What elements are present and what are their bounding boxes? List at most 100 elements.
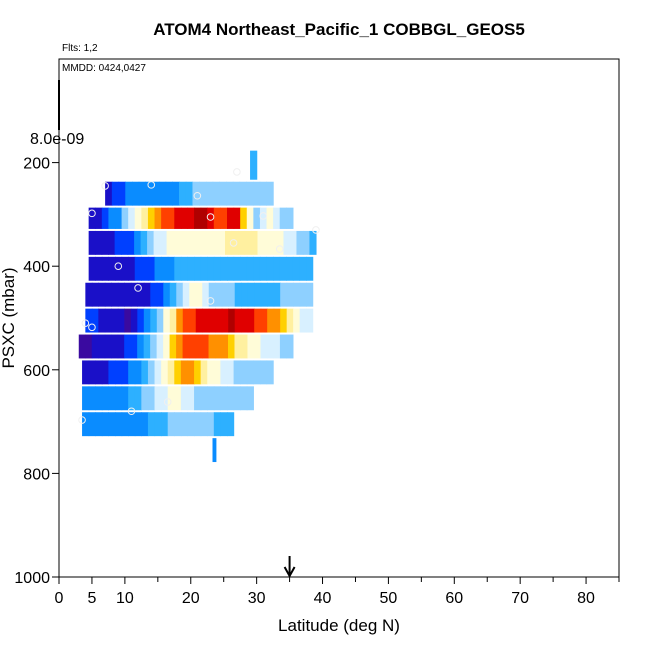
heatmap-cell	[215, 334, 223, 359]
heatmap-cell	[182, 282, 190, 307]
heatmap-cell	[158, 181, 167, 206]
observation-point	[206, 297, 215, 305]
heatmap-cell	[154, 207, 162, 229]
observation-points	[78, 168, 320, 424]
heatmap-cell	[293, 308, 301, 333]
heatmap-cell	[309, 230, 317, 255]
heatmap-cell	[108, 230, 116, 255]
heatmap-cell	[207, 386, 215, 411]
heatmap-cell	[192, 230, 200, 255]
heatmap-cell	[286, 334, 294, 359]
heatmap-cell	[273, 207, 281, 229]
heatmap-cell	[195, 308, 203, 333]
heatmap-cell	[299, 308, 307, 333]
heatmap-cell	[88, 360, 96, 385]
heatmap-cell	[270, 230, 278, 255]
observation-point	[127, 407, 136, 416]
heatmap-cell	[213, 386, 222, 411]
heatmap-cell	[180, 207, 189, 229]
heatmap-cell	[260, 334, 268, 359]
heatmap-cell	[199, 181, 207, 206]
heatmap-cell	[259, 181, 267, 206]
x-axis-label: Latitude (deg N)	[278, 616, 400, 635]
heatmap-cell	[121, 207, 129, 229]
heatmap-cell	[78, 334, 86, 359]
heatmap-cell	[241, 282, 249, 307]
heatmap-cell	[91, 334, 99, 359]
heatmap-cell	[176, 282, 184, 307]
heatmap-cell	[121, 386, 129, 411]
heatmap-cell	[279, 334, 287, 359]
heatmap-cell	[212, 181, 220, 206]
heatmap-cell	[114, 230, 122, 255]
heatmap-cell	[187, 207, 195, 229]
heatmap-cell	[91, 308, 99, 333]
heatmap-cell	[143, 308, 151, 333]
heatmap-cell	[128, 386, 136, 411]
heatmap-cell	[228, 282, 236, 307]
heatmap-cell	[160, 230, 168, 255]
heatmap-cell	[207, 256, 215, 281]
heatmap-cell	[200, 256, 208, 281]
x-tick-label: 10	[116, 590, 134, 607]
heatmap-cell	[200, 386, 208, 411]
heatmap-cell	[283, 230, 291, 255]
heatmap-cell	[260, 308, 268, 333]
heatmap-cell	[154, 360, 162, 385]
heatmap-cell	[254, 308, 262, 333]
heatmap-cell	[101, 230, 109, 255]
heatmap-cell	[88, 412, 96, 437]
heatmap-cell	[115, 360, 123, 385]
heatmap-cell	[134, 256, 142, 281]
heatmap-cell	[266, 360, 274, 385]
heatmap-cell	[85, 282, 93, 307]
heatmap-cell	[163, 282, 171, 307]
heatmap-cell	[260, 282, 268, 307]
heatmap-cell	[208, 282, 216, 307]
observation-point	[275, 245, 284, 253]
y-tick-label: 400	[23, 259, 50, 276]
heatmap-cell	[147, 412, 156, 437]
heatmap-cell	[189, 334, 197, 359]
x-tick-label: 40	[314, 590, 332, 607]
heatmap-cell	[124, 282, 132, 307]
heatmap-cell	[163, 334, 171, 359]
heatmap-cell	[246, 360, 254, 385]
heatmap-cell	[134, 360, 142, 385]
y-axis-label: PSXC (mbar)	[0, 267, 18, 368]
heatmap-cell	[137, 308, 145, 333]
heatmap-cell	[189, 308, 197, 333]
heatmap-cell	[132, 181, 140, 206]
heatmap-cell	[253, 207, 261, 229]
heatmap-cell	[167, 256, 175, 281]
observation-point	[229, 239, 238, 247]
heatmap-cell	[259, 256, 268, 281]
heatmap-cell	[176, 308, 184, 333]
heatmap-cell	[173, 230, 181, 255]
heatmap-cell	[221, 334, 229, 359]
heatmap-cell	[187, 256, 195, 281]
heatmap-cell	[266, 181, 274, 206]
chart-title: ATOM4 Northeast_Pacific_1 COBBGL_GEOS5	[153, 20, 525, 39]
heatmap-cell	[218, 230, 226, 255]
heatmap-cell	[88, 230, 96, 255]
heatmap-cell	[286, 207, 294, 229]
heatmap-cell	[156, 282, 164, 307]
observation-point	[88, 323, 96, 332]
heatmap-cell	[267, 282, 275, 307]
heatmap-cell	[186, 230, 194, 255]
heatmap-cell	[147, 360, 156, 385]
heatmap-cell	[212, 230, 220, 255]
heatmap-cell	[253, 334, 262, 359]
heatmap-cell	[259, 207, 268, 229]
heatmap-cell	[115, 412, 123, 437]
heatmap-cell	[111, 334, 119, 359]
x-axis-ticks: 0 5 10 20 30 40 50 60 70 80	[55, 577, 620, 607]
heatmap-cell	[289, 230, 298, 255]
heatmap-cell	[185, 181, 194, 206]
heatmap-cell	[189, 282, 197, 307]
heatmap-cell	[134, 386, 142, 411]
heatmap-cell	[141, 256, 149, 281]
heatmap-cell	[221, 308, 229, 333]
